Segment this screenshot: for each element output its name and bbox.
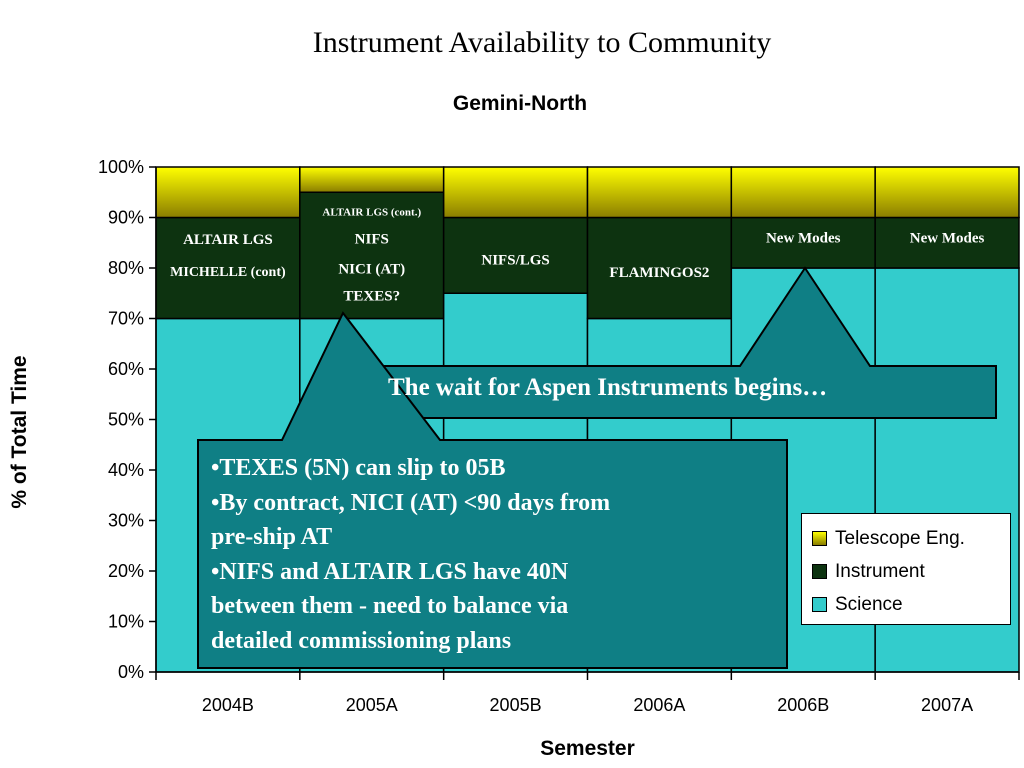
bar-label: NICI (AT) (338, 261, 405, 277)
y-tick-label: 60% (108, 359, 144, 379)
note-line: pre-ship AT (211, 524, 333, 550)
y-tick-label: 20% (108, 561, 144, 581)
bar-segment-telescope-eng-2006B (730, 166, 876, 219)
bar-label: ALTAIR LGS (cont.) (322, 206, 421, 218)
legend-label: Instrument (835, 560, 925, 582)
note-line: •NIFS and ALTAIR LGS have 40N (211, 558, 569, 585)
note-line: •By contract, NICI (AT) <90 days from (211, 489, 611, 516)
bar-segment-instrument-2007A (874, 216, 1020, 269)
x-tick-label: 2004B (202, 695, 254, 715)
x-axis-label: Semester (540, 737, 635, 760)
x-tick-label: 2006B (777, 695, 829, 715)
bar-segment-instrument-2006A (586, 216, 733, 320)
legend-swatch-telescope (812, 531, 827, 546)
callout-notes-shape (197, 311, 788, 669)
bar-label: ALTAIR LGS (183, 232, 273, 248)
bar-segment-telescope-eng-2007A (874, 166, 1020, 219)
bar-segment-telescope-eng-2006A (586, 166, 733, 219)
note-line: between them - need to balance via (211, 593, 569, 619)
bar-segment-instrument-2005A (299, 191, 445, 320)
legend-item: Instrument (812, 555, 1002, 588)
legend-swatch-science (812, 597, 827, 612)
legend-label: Telescope Eng. (835, 527, 965, 549)
bar-label: NIFS (355, 231, 389, 247)
y-tick-label: 40% (108, 460, 144, 480)
bar-label: MICHELLE (cont) (170, 265, 286, 280)
bar-label: FLAMINGOS2 (609, 265, 709, 281)
x-tick-label: 2006A (633, 695, 685, 715)
x-tick-label: 2005A (346, 695, 398, 715)
callout-aspen-text: The wait for Aspen Instruments begins… (388, 374, 828, 401)
legend-item: Science (812, 588, 1002, 621)
bar-label: New Modes (910, 231, 985, 247)
chart-title: Gemini-North (452, 92, 588, 115)
x-tick-label: 2007A (921, 695, 973, 715)
y-tick-label: 80% (108, 258, 144, 278)
legend-label: Science (835, 593, 903, 615)
x-tick-label: 2005B (490, 695, 542, 715)
y-tick-label: 70% (108, 309, 144, 329)
chart-legend: Telescope Eng. Instrument Science (801, 513, 1011, 625)
y-tick-label: 100% (98, 157, 144, 177)
bar-segment-telescope-eng-2005B (442, 166, 589, 219)
bar-label: NIFS/LGS (481, 252, 549, 268)
bar-segment-instrument-2006B (730, 216, 876, 269)
bar-label: TEXES? (343, 288, 400, 304)
note-line: detailed commissioning plans (211, 627, 512, 654)
legend-item: Telescope Eng. (812, 522, 1002, 555)
bar-segment-instrument-2005B (442, 216, 589, 294)
y-tick-label: 30% (108, 511, 144, 531)
y-tick-label: 0% (118, 662, 144, 682)
callout-aspen-shape (382, 266, 997, 419)
bar-segment-telescope-eng-2005A (299, 166, 445, 193)
note-line: •TEXES (5N) can slip to 05B (211, 455, 506, 481)
bar-label: New Modes (766, 231, 841, 247)
slide-title: Instrument Availability to Community (312, 26, 772, 59)
legend-swatch-instrument (812, 564, 827, 579)
y-tick-label: 50% (108, 410, 144, 430)
callout-notes-text: •TEXES (5N) can slip to 05B •By contract… (211, 451, 781, 658)
y-tick-label: 90% (108, 208, 144, 228)
bar-segment-telescope-eng-2004B (155, 166, 301, 219)
y-tick-label: 10% (108, 612, 144, 632)
